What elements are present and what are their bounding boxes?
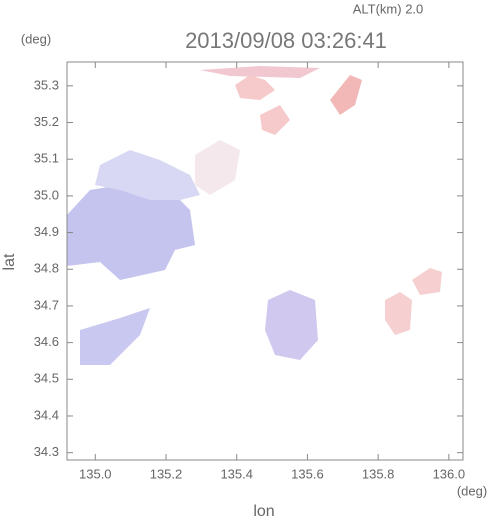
- chart-title: 2013/09/08 03:26:41: [185, 28, 387, 53]
- y-tick-label: 35.3: [34, 77, 59, 92]
- echo: [385, 292, 412, 335]
- echo: [412, 268, 442, 295]
- x-tick-label: 135.6: [291, 466, 324, 481]
- altitude: ALT(km) 2.0: [353, 1, 424, 16]
- y-tick-label: 34.8: [34, 261, 59, 276]
- x-unit: (deg): [457, 483, 487, 498]
- echo: [95, 150, 200, 200]
- y-tick-label: 34.3: [34, 444, 59, 459]
- plot-frame: [66, 61, 464, 461]
- echo: [195, 140, 240, 195]
- x-tick-label: 135.0: [79, 466, 112, 481]
- echo: [260, 105, 290, 135]
- echo: [235, 75, 275, 100]
- x-axis-label: lon: [253, 503, 274, 520]
- echo: [80, 308, 150, 365]
- y-tick-label: 35.0: [34, 187, 59, 202]
- y-tick-label: 34.4: [34, 407, 59, 422]
- y-tick-label: 34.6: [34, 334, 59, 349]
- y-tick-label: 34.7: [34, 297, 59, 312]
- echo: [330, 75, 362, 115]
- y-tick-label: 35.1: [34, 151, 59, 166]
- x-tick-label: 135.4: [220, 466, 253, 481]
- radar-field: [67, 66, 442, 365]
- echo: [67, 185, 195, 280]
- y-tick-label: 34.9: [34, 224, 59, 239]
- y-unit: (deg): [21, 31, 51, 46]
- echo: [265, 290, 318, 360]
- y-tick-label: 35.2: [34, 114, 59, 129]
- x-tick-label: 136.0: [433, 466, 466, 481]
- y-tick-label: 34.5: [34, 371, 59, 386]
- y-axis-label: lat: [1, 253, 18, 270]
- echo: [200, 66, 320, 78]
- x-tick-label: 135.8: [362, 466, 395, 481]
- x-tick-label: 135.2: [150, 466, 183, 481]
